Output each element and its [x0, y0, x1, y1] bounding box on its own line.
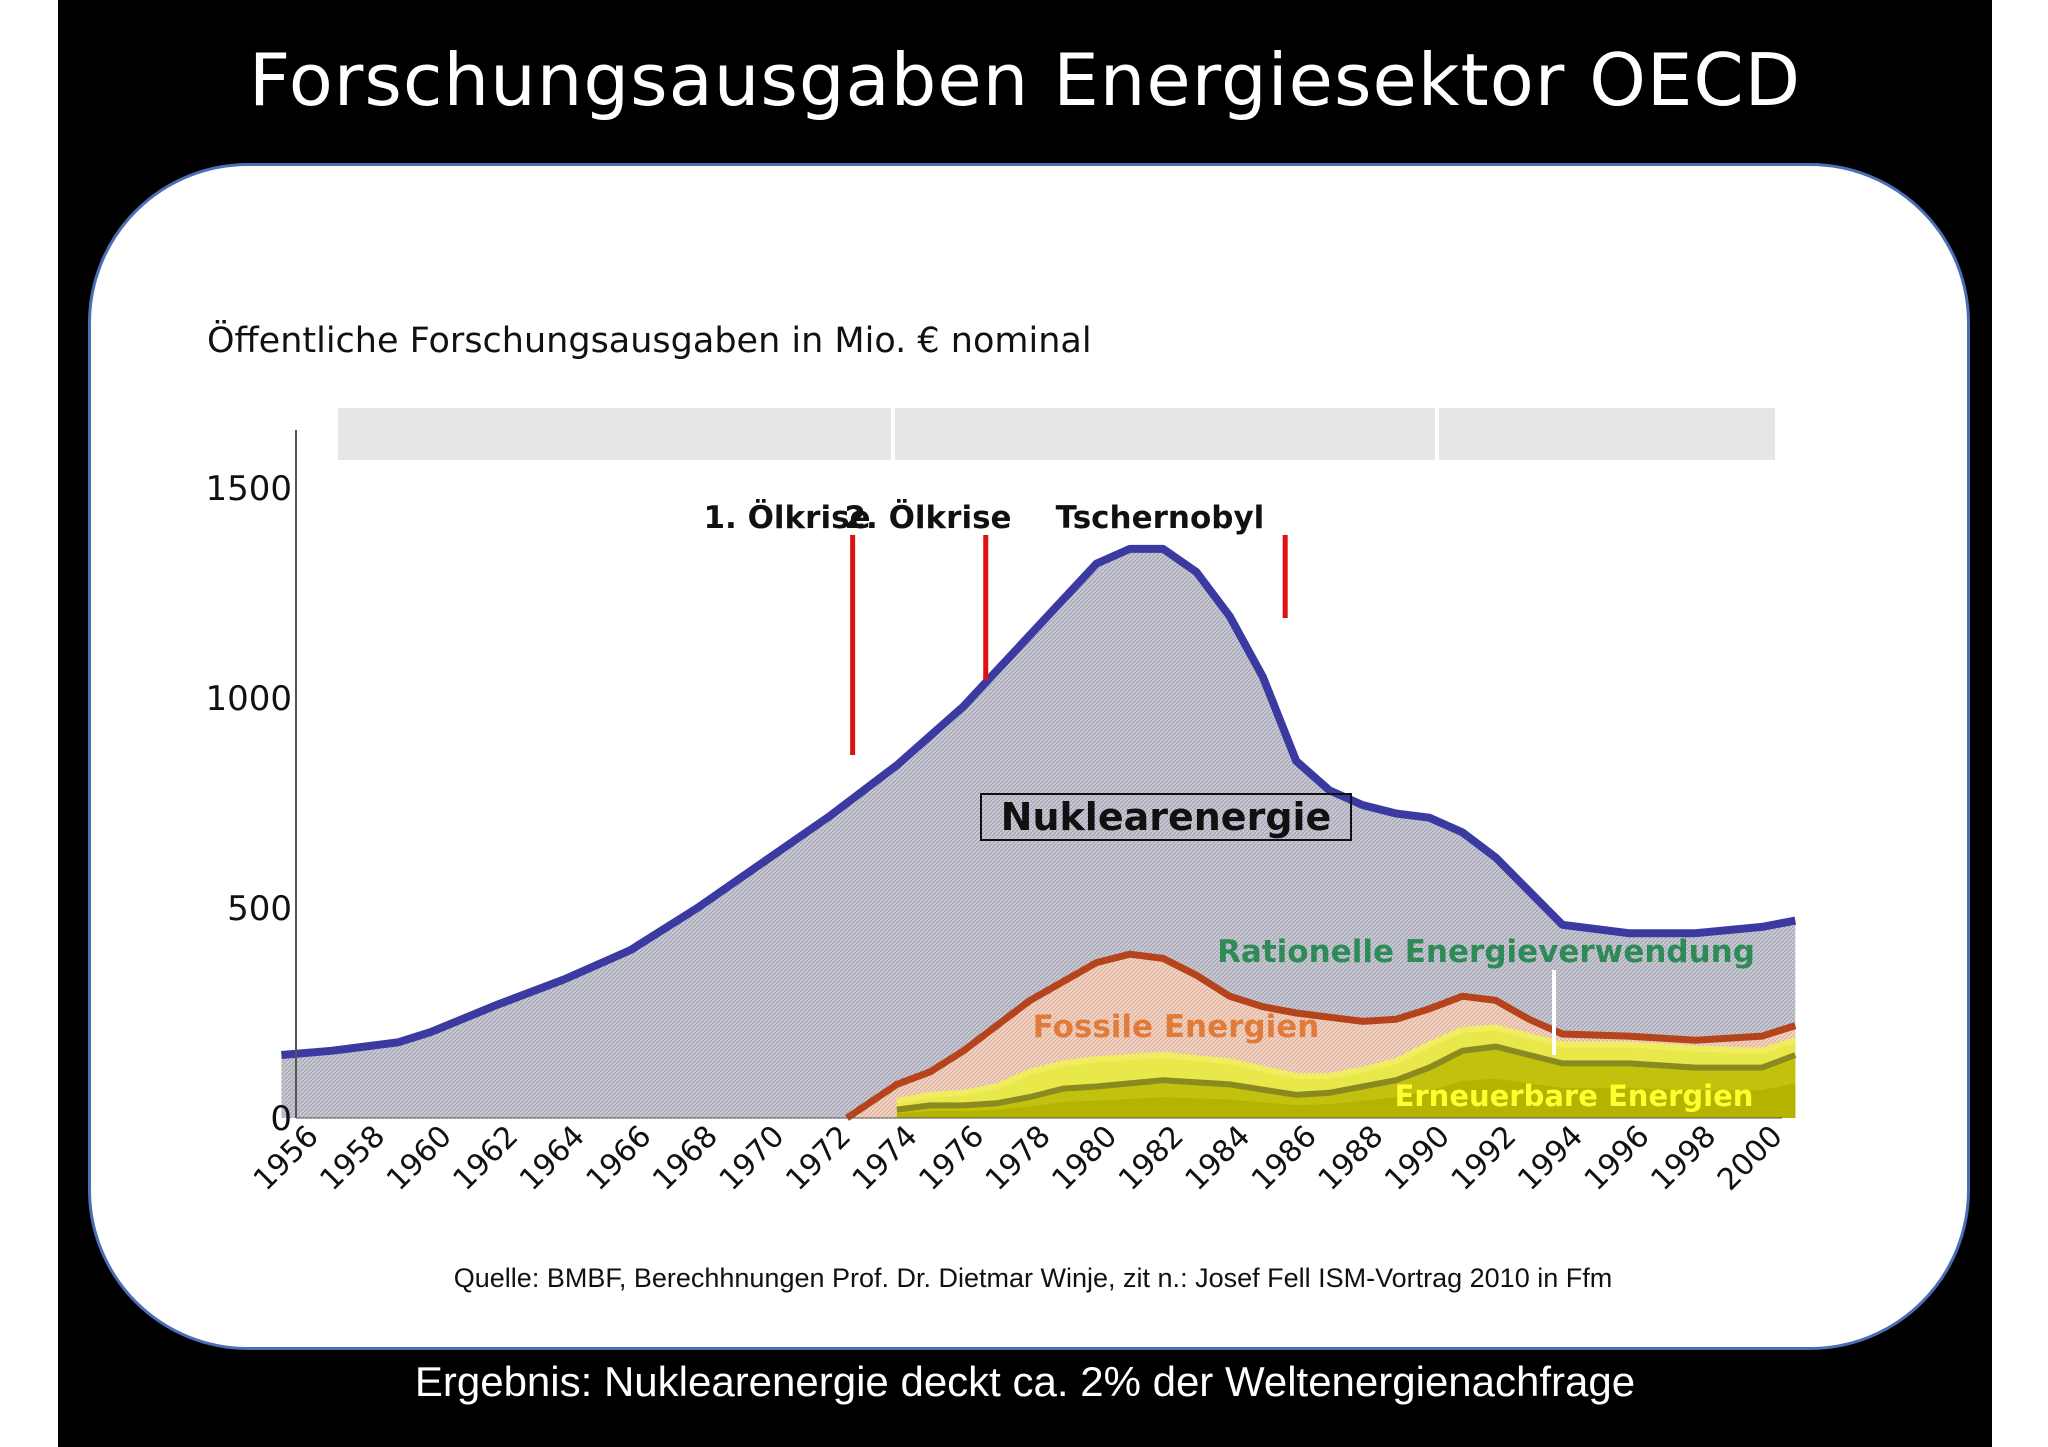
x-tick-label: 1990: [1378, 1119, 1457, 1198]
x-tick-label: 1986: [1245, 1119, 1324, 1198]
renewable-core-area: [896, 1078, 1796, 1118]
y-tick-label: 1000: [205, 679, 292, 719]
y-tick-label: 0: [270, 1099, 292, 1139]
period-bar-segment-3: [1439, 408, 1775, 460]
x-tick-label: 1958: [313, 1119, 392, 1198]
x-tick-label: 1978: [979, 1119, 1058, 1198]
x-tick-label: 1976: [912, 1119, 991, 1198]
rational-line: [896, 1024, 1797, 1105]
slide: Forschungsausgaben Energiesektor OECD Er…: [58, 0, 1992, 1447]
x-tick-label: 1966: [580, 1119, 659, 1198]
x-tick-label: 1992: [1445, 1119, 1524, 1198]
plot-area: 0500100015001956195819601962196419661968…: [205, 430, 1797, 1198]
renewable-label: Erneuerbare Energien: [1395, 1079, 1754, 1113]
x-tick-label: 1982: [1112, 1119, 1191, 1198]
nuklear-area: [281, 548, 1796, 1118]
x-tick-label: 1996: [1578, 1119, 1657, 1198]
rational-label: Rationelle Energieverwendung: [1217, 934, 1755, 970]
slide-title: Forschungsausgaben Energiesektor OECD: [248, 38, 1802, 122]
slide-footer: Ergebnis: Nuklearenergie deckt ca. 2% de…: [414, 1358, 1636, 1405]
x-tick-label: 1980: [1045, 1119, 1124, 1198]
x-tick-label: 1972: [779, 1119, 858, 1198]
x-tick-label: 1998: [1644, 1119, 1723, 1198]
x-tick-label: 1964: [513, 1119, 592, 1198]
x-tick-label: 1984: [1179, 1119, 1258, 1198]
x-tick-label: 1974: [846, 1119, 925, 1198]
period-bar-segment-1: [338, 408, 891, 460]
fossil-line: [845, 950, 1797, 1121]
x-tick-label: 1968: [646, 1119, 725, 1198]
event-label: Tschernobyl: [1056, 500, 1265, 536]
nuklear-line: [281, 544, 1797, 1059]
nuklear-label: Nuklearenergie: [1001, 795, 1332, 839]
event-label: 2. Ölkrise: [844, 499, 1011, 536]
period-bar: [338, 408, 1775, 460]
source-note: Quelle: BMBF, Berechhnungen Prof. Dr. Di…: [454, 1263, 1612, 1293]
event-label: 1. Ölkrise: [703, 499, 870, 536]
x-tick-label: 1988: [1312, 1119, 1391, 1198]
renewable-line: [896, 1043, 1797, 1113]
period-bar-segment-2: [895, 408, 1435, 460]
chart-title: Öffentliche Forschungsausgaben in Mio. €…: [207, 319, 1092, 361]
fossil-label: Fossile Energien: [1033, 1009, 1320, 1045]
x-tick-label: 2000: [1711, 1119, 1790, 1198]
x-tick-label: 1962: [447, 1119, 526, 1198]
x-tick-label: 1960: [380, 1119, 459, 1198]
x-tick-label: 1994: [1511, 1119, 1590, 1198]
x-tick-label: 1970: [713, 1119, 792, 1198]
y-tick-label: 1500: [205, 469, 292, 509]
y-tick-label: 500: [227, 889, 292, 929]
nuklear-label-box: [980, 793, 1352, 841]
